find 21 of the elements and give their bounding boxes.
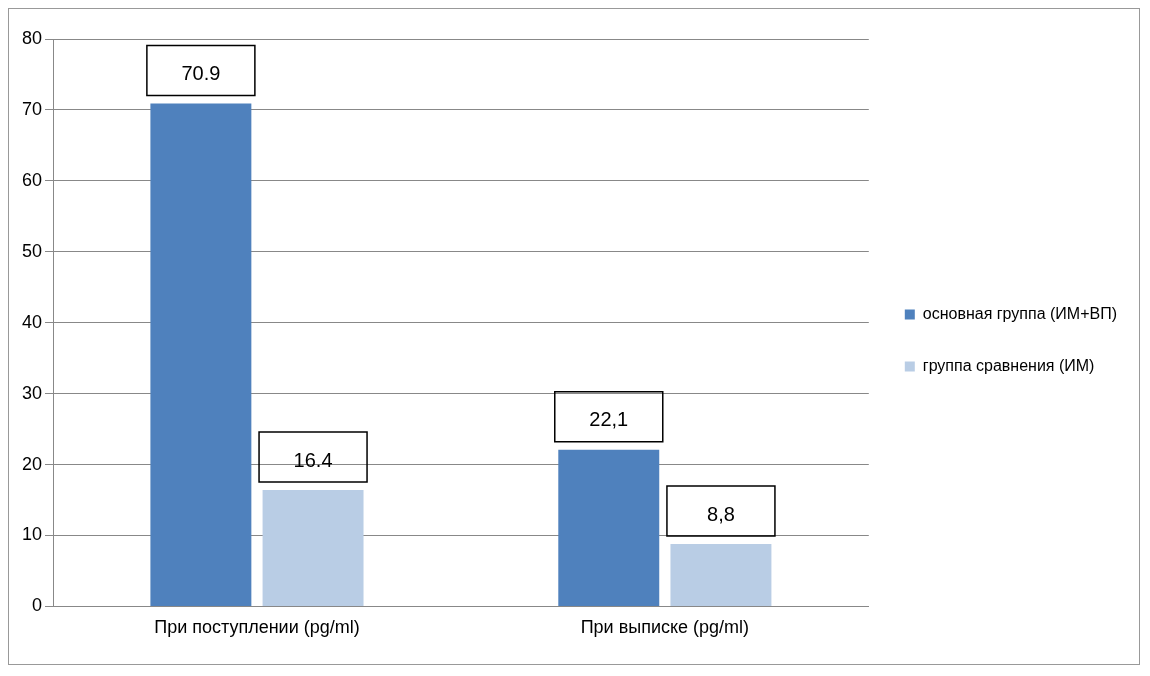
y-tick-label: 40	[21, 311, 43, 332]
y-tick-label: 20	[21, 453, 43, 474]
bar	[558, 449, 660, 606]
y-tick-label: 50	[21, 240, 43, 261]
data-label: 22,1	[589, 408, 629, 431]
data-label: 16.4	[293, 448, 333, 471]
bar	[150, 103, 252, 606]
data-label: 8,8	[707, 502, 735, 525]
y-tick-label: 70	[21, 98, 43, 119]
y-tick-label: 60	[21, 169, 43, 190]
legend-label: группа сравнения (ИМ)	[922, 356, 1095, 374]
data-label: 70.9	[181, 62, 221, 85]
y-tick-label: 10	[21, 524, 43, 545]
y-tick-label: 80	[21, 27, 43, 48]
legend-label: основная группа (ИМ+ВП)	[922, 304, 1117, 322]
y-tick-label: 0	[32, 595, 43, 616]
y-tick-label: 30	[21, 382, 43, 403]
x-tick-label: При выписке (pg/ml)	[580, 617, 750, 638]
x-tick-label: При поступлении (pg/ml)	[154, 617, 360, 638]
bar	[262, 490, 364, 606]
bar	[670, 543, 772, 606]
